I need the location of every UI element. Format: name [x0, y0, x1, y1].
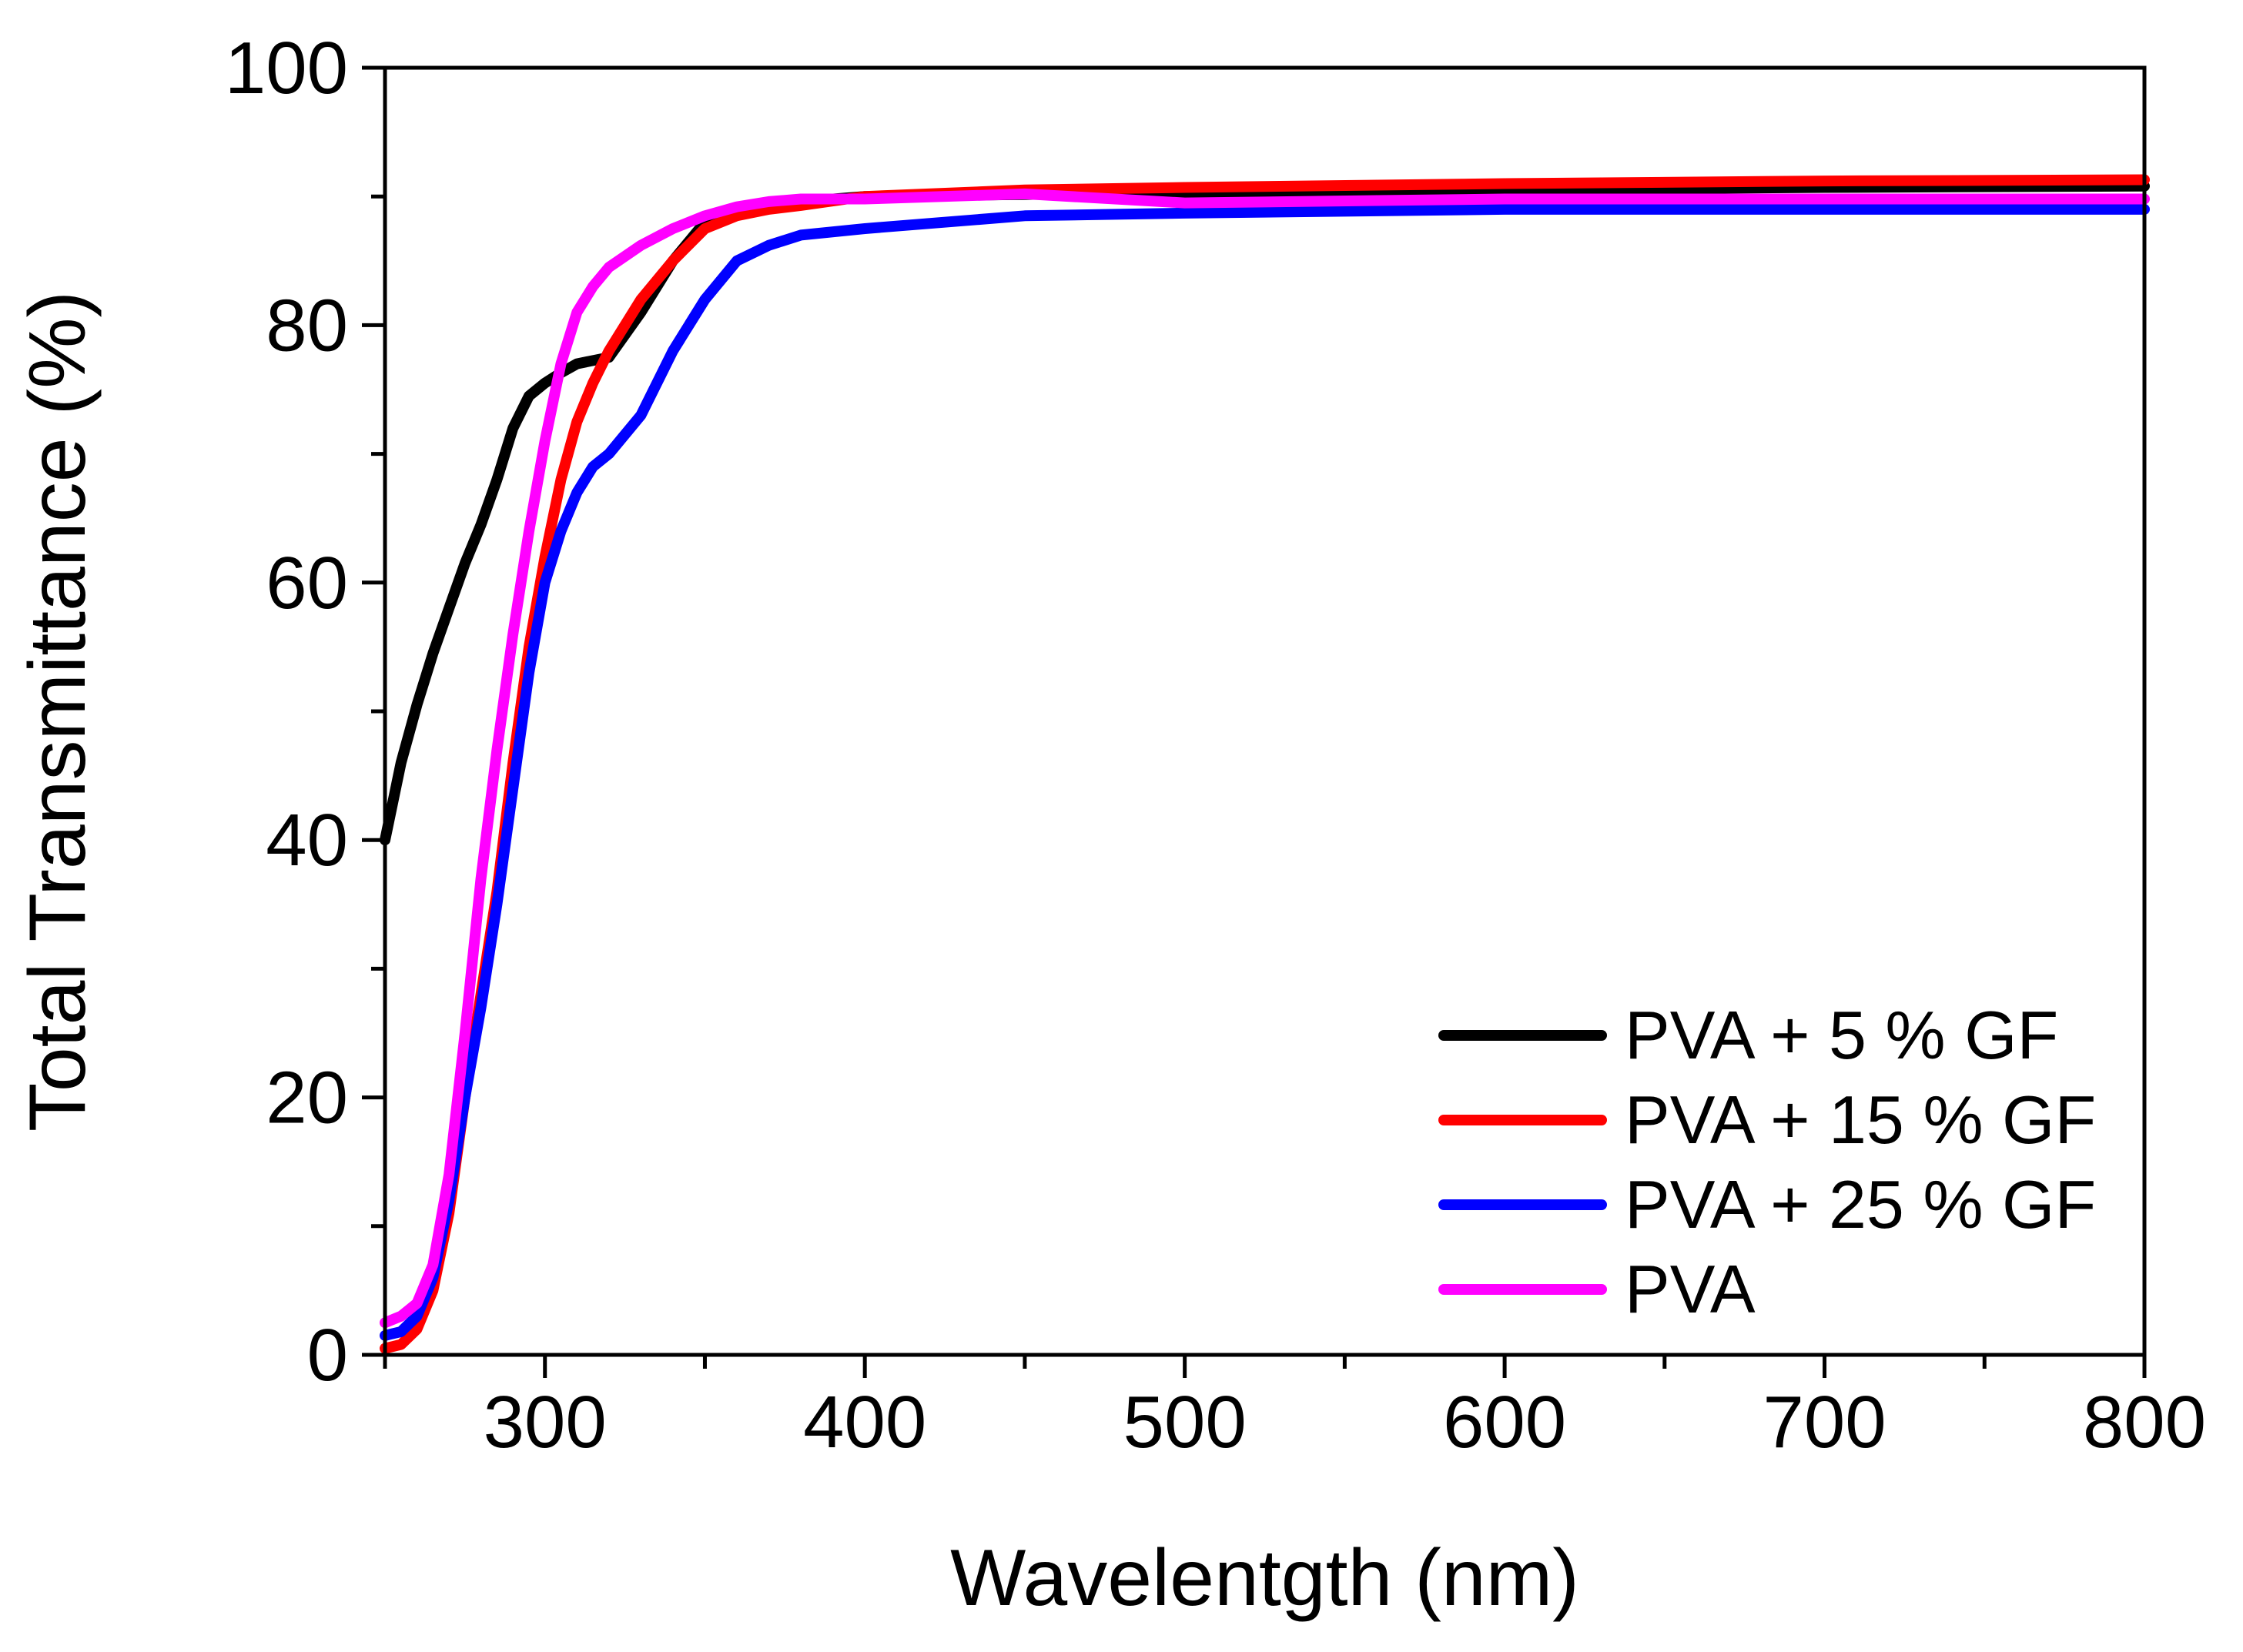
y-tick-label: 80	[266, 284, 348, 366]
y-tick-label: 20	[266, 1057, 348, 1139]
y-axis-title: Total Transmittance (%)	[13, 291, 102, 1132]
y-tick-label: 0	[307, 1314, 348, 1396]
x-tick-label: 700	[1763, 1381, 1886, 1463]
x-tick-label: 800	[2083, 1381, 2206, 1463]
x-tick-label: 500	[1123, 1381, 1247, 1463]
x-tick-label: 600	[1443, 1381, 1566, 1463]
y-tick-label: 40	[266, 799, 348, 881]
legend-label-1: PVA + 5 % GF	[1625, 997, 2058, 1073]
legend-label-2: PVA + 15 % GF	[1625, 1082, 2096, 1158]
y-tick-label: 100	[225, 27, 348, 109]
legend: PVA + 5 % GF PVA + 15 % GF PVA + 25 % GF PV…	[1438, 997, 2096, 1327]
x-tick-label: 400	[803, 1381, 926, 1463]
series-layer	[380, 174, 2150, 1354]
ticks-layer: 300 400 500 600 700 800 0 20 40 60 80 100	[225, 27, 2206, 1463]
series-line-4	[380, 188, 2150, 1329]
y-tick-label: 60	[266, 542, 348, 624]
x-axis-title: Wavelentgth (nm)	[950, 1533, 1579, 1623]
x-tick-label: 300	[484, 1381, 607, 1463]
legend-label-3: PVA + 25 % GF	[1625, 1166, 2096, 1242]
legend-label-4: PVA	[1625, 1251, 1756, 1327]
